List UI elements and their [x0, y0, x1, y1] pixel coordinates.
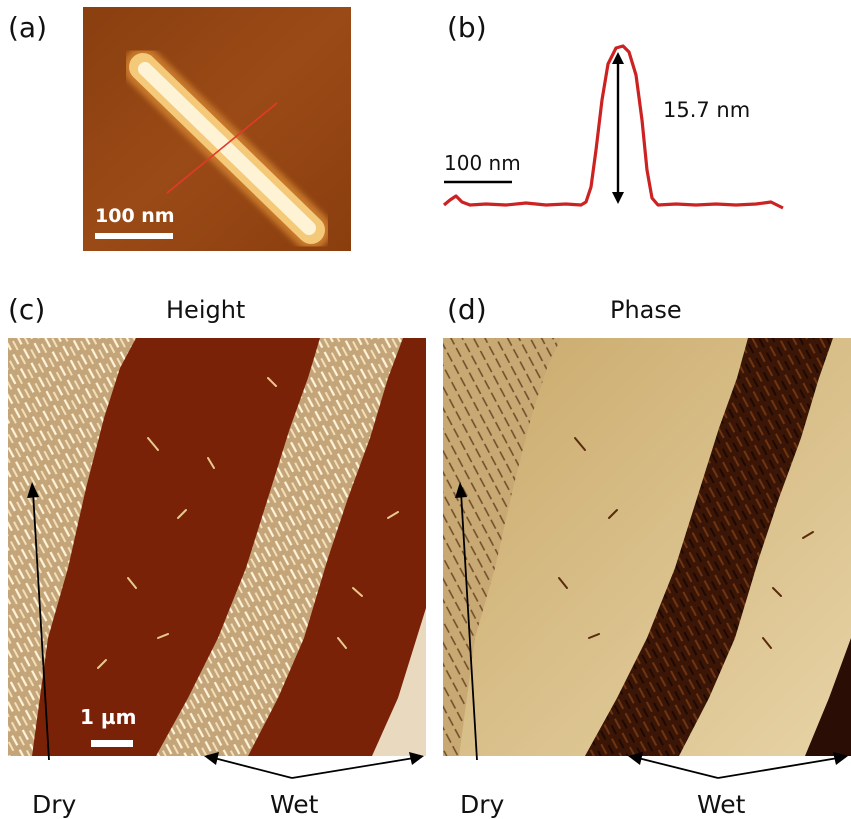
label-dry-left: Dry — [32, 790, 77, 819]
wet-band-phase — [585, 338, 833, 756]
afm-rod-image: 100 nm — [83, 7, 351, 251]
wet-arrow-right-1 — [637, 757, 719, 779]
wet-arrow-right-2 — [717, 757, 839, 779]
height-value-label: 15.7 nm — [663, 98, 750, 122]
scattered-rods-phase — [558, 437, 814, 649]
wet-band — [156, 338, 403, 756]
panel-title-phase: Phase — [610, 296, 682, 324]
panel-label-d: (d) — [447, 293, 487, 326]
wet-band-corner-phase — [805, 638, 851, 756]
dry-arrow-right — [460, 491, 478, 761]
profile-cut-line — [166, 102, 278, 194]
panel-label-c: (c) — [8, 293, 46, 326]
height-arrow-head-top — [612, 52, 624, 64]
dry-arrow-left — [32, 491, 50, 761]
panel-title-height: Height — [166, 296, 246, 324]
annotation-arrows — [27, 482, 848, 779]
wet-arrow-left-2 — [291, 757, 415, 779]
label-dry-right: Dry — [460, 790, 505, 819]
wet-arrow-left-1 — [213, 757, 293, 779]
rod-core — [138, 62, 316, 235]
scale-bar-c — [91, 740, 133, 747]
dry-region — [8, 338, 136, 756]
panel-label-b: (b) — [447, 11, 487, 44]
height-arrow-head-bottom — [612, 192, 624, 204]
scale-bar-b-label: 100 nm — [444, 151, 521, 175]
scale-bar-c-label: 1 µm — [80, 705, 136, 729]
scale-bar-a-label: 100 nm — [95, 205, 175, 227]
wet-band-corner — [372, 608, 426, 756]
profile-line — [442, 44, 784, 210]
label-wet-right: Wet — [697, 790, 746, 819]
scale-bar-a — [95, 233, 173, 239]
afm-height-image: 1 µm — [8, 338, 426, 756]
height-profile: 15.7 nm 100 nm — [442, 44, 784, 210]
panel-label-a: (a) — [8, 11, 48, 44]
scattered-rods — [97, 377, 399, 669]
dry-region-phase — [443, 338, 561, 756]
afm-phase-image — [443, 338, 851, 756]
label-wet-left: Wet — [270, 790, 319, 819]
